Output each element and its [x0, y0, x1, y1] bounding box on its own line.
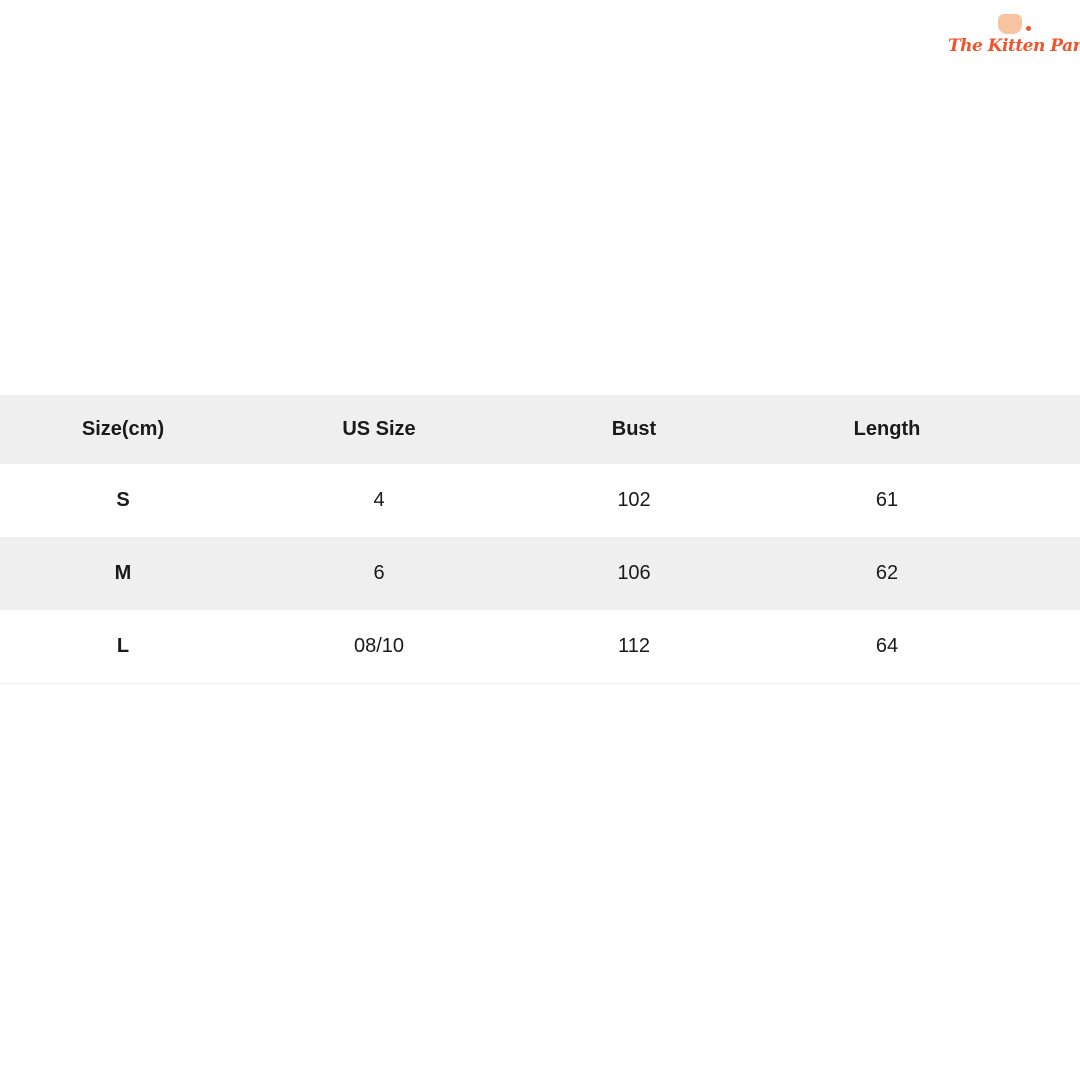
cell-size: S	[116, 489, 130, 511]
cell-length: 62	[875, 562, 899, 584]
cell-size: M	[114, 562, 132, 584]
paw-icon	[1026, 26, 1031, 31]
header-size: Size(cm)	[81, 418, 165, 440]
table-header-row: Size(cm) US Size Bust Length	[0, 395, 1080, 464]
cell-length: 64	[875, 635, 899, 657]
cell-bust: 102	[617, 489, 651, 511]
cell-us-size: 6	[373, 562, 385, 584]
logo-text: The Kitten Park	[948, 36, 1080, 56]
brand-logo: The Kitten Park	[948, 12, 1080, 67]
cell-us-size: 4	[373, 489, 385, 511]
cell-bust: 106	[617, 562, 651, 584]
cell-us-size: 08/10	[353, 635, 405, 657]
cat-icon	[998, 14, 1022, 34]
cell-bust: 112	[618, 635, 650, 657]
header-us-size: US Size	[342, 418, 416, 440]
cell-size: L	[116, 635, 130, 657]
header-length: Length	[853, 418, 921, 440]
header-bust: Bust	[611, 418, 657, 440]
size-chart-table: Size(cm) US Size Bust Length S 4 102 61 …	[0, 395, 1080, 684]
table-row: S 4 102 61	[0, 464, 1080, 537]
table-row: L 08/10 112 64	[0, 610, 1080, 683]
table-row: M 6 106 62	[0, 537, 1080, 610]
cell-length: 61	[875, 489, 899, 511]
